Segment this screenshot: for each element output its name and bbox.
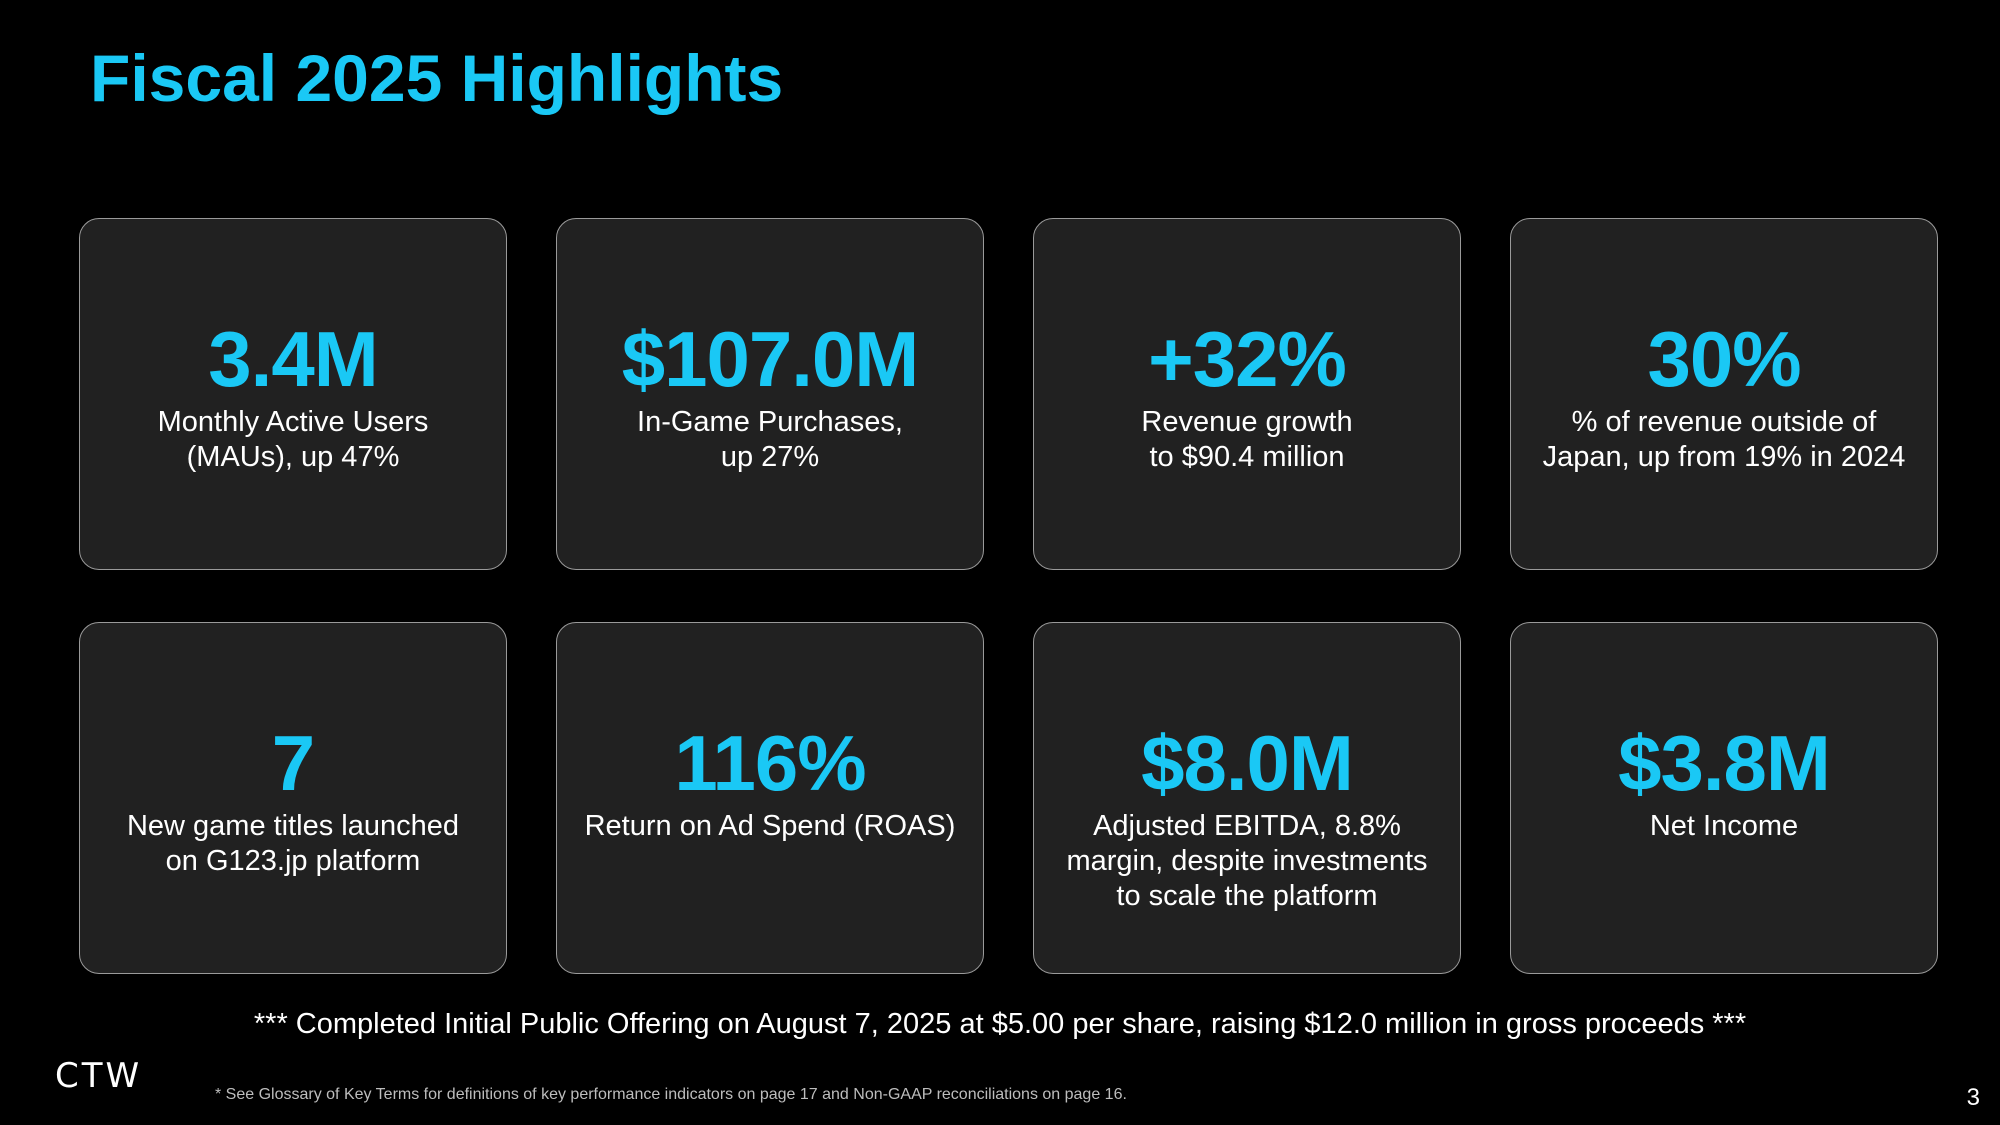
- card-value: $3.8M: [1618, 719, 1831, 807]
- card-value: 7: [271, 719, 315, 807]
- card-value: 116%: [674, 719, 866, 807]
- page-number: 3: [1966, 1084, 1980, 1111]
- card-description: Adjusted EBITDA, 8.8% margin, despite in…: [1066, 810, 1428, 912]
- ipo-announcement: *** Completed Initial Public Offering on…: [253, 1008, 1747, 1040]
- highlight-card-revenue-growth: +32% Revenue growth to $90.4 million: [1033, 218, 1461, 570]
- highlight-card-mau: 3.4M Monthly Active Users (MAUs), up 47%: [79, 218, 507, 570]
- highlight-card-new-titles: 7 New game titles launched on G123.jp pl…: [79, 622, 507, 974]
- highlight-card-roas: 116% Return on Ad Spend (ROAS): [556, 622, 984, 974]
- highlight-card-in-game-purchases: $107.0M In-Game Purchases, up 27%: [556, 218, 984, 570]
- highlight-card-adjusted-ebitda: $8.0M Adjusted EBITDA, 8.8% margin, desp…: [1033, 622, 1461, 974]
- card-description: In-Game Purchases, up 27%: [637, 406, 903, 473]
- highlight-card-revenue-outside-japan: 30% % of revenue outside of Japan, up fr…: [1510, 218, 1938, 570]
- page-title: Fiscal 2025 Highlights: [90, 41, 784, 115]
- card-value: $107.0M: [621, 315, 920, 403]
- highlights-grid: 3.4M Monthly Active Users (MAUs), up 47%…: [79, 218, 1939, 974]
- card-description: Net Income: [1649, 810, 1799, 842]
- card-description: Monthly Active Users (MAUs), up 47%: [157, 406, 429, 473]
- card-description: New game titles launched on G123.jp plat…: [126, 810, 460, 877]
- card-value: 30%: [1647, 315, 1801, 403]
- highlight-card-net-income: $3.8M Net Income: [1510, 622, 1938, 974]
- card-description: Return on Ad Spend (ROAS): [584, 810, 956, 842]
- card-description: % of revenue outside of Japan, up from 1…: [1542, 406, 1906, 473]
- ctw-logo: CTW: [55, 1056, 143, 1096]
- card-value: $8.0M: [1141, 719, 1354, 807]
- card-value: 3.4M: [208, 315, 378, 403]
- card-description: Revenue growth to $90.4 million: [1141, 406, 1353, 473]
- card-value: +32%: [1148, 315, 1347, 403]
- footnote: * See Glossary of Key Terms for definiti…: [215, 1086, 1127, 1103]
